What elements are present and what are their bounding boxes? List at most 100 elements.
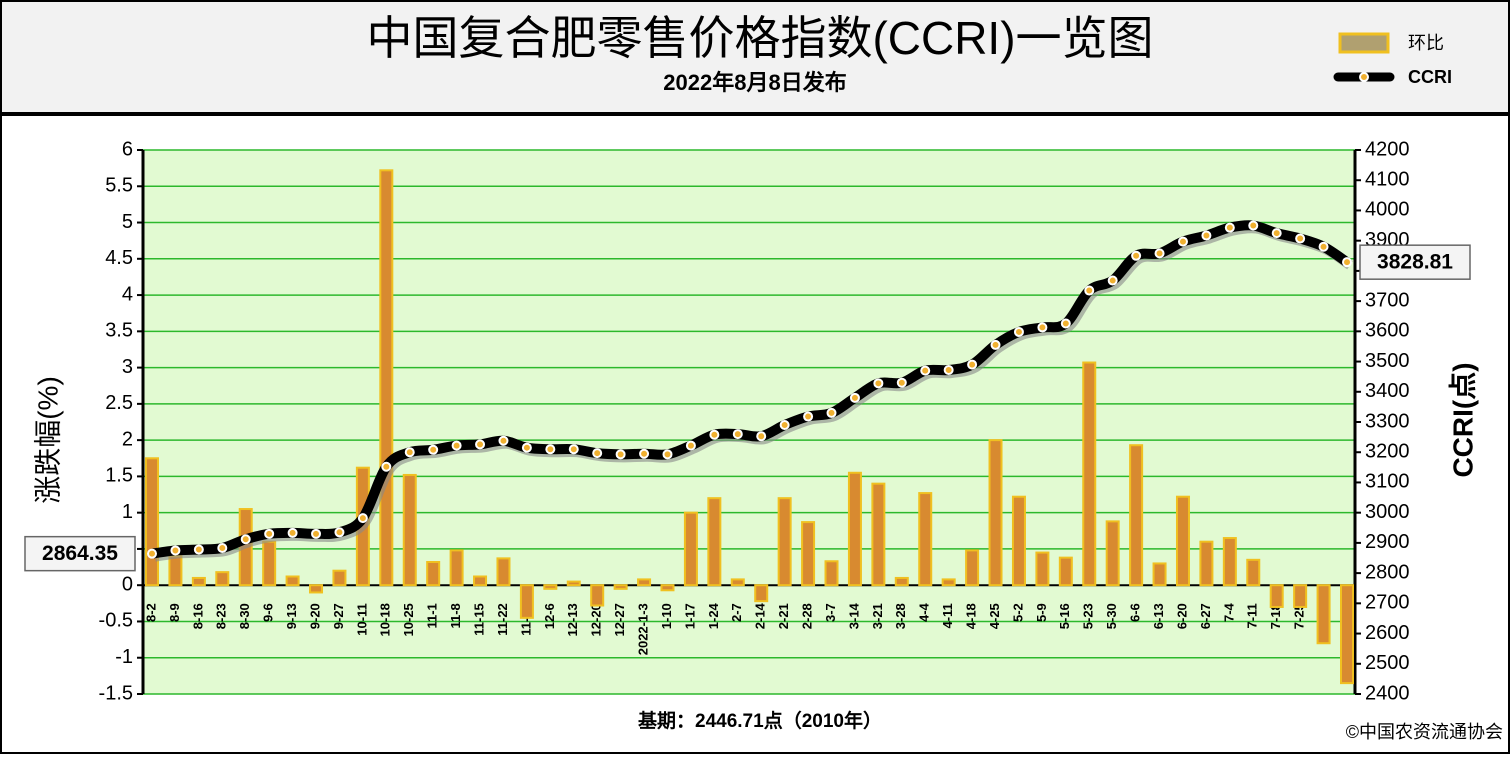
line-point [311, 528, 322, 539]
bar [496, 557, 511, 587]
y-tick-label: 5.5 [105, 175, 133, 197]
x-tick-label: 2022-1-3 [635, 603, 650, 655]
bar [402, 473, 417, 587]
line [151, 220, 1350, 559]
bar [918, 492, 933, 587]
line-point [1201, 230, 1212, 241]
bar [1035, 551, 1050, 587]
x-tick-label: 12-27 [612, 603, 627, 636]
x-tick-label: 9-20 [307, 603, 322, 629]
x-tick-label: 7-11 [1245, 603, 1260, 628]
bar [1316, 584, 1331, 645]
line-point [1342, 257, 1352, 268]
line-point [709, 429, 720, 440]
line-point [475, 439, 486, 450]
line-point [990, 339, 1001, 350]
line-point [1013, 326, 1024, 337]
bar [590, 584, 605, 607]
x-tick-label: 4-4 [917, 602, 932, 622]
x-tick-label: 8-30 [237, 603, 252, 629]
line-point [193, 544, 204, 555]
bar [145, 457, 159, 587]
bar [637, 578, 652, 587]
x-tick-label: 1-17 [682, 603, 697, 629]
line-point [920, 365, 931, 376]
line-point [521, 442, 532, 453]
y2-tick-label: 3200 [1365, 441, 1410, 463]
bar [730, 578, 745, 587]
y-tick-label: 1.5 [105, 465, 133, 487]
y-tick-label: 4 [122, 283, 133, 305]
line-point [803, 411, 814, 422]
bar [1129, 444, 1144, 587]
bar [1175, 495, 1190, 587]
line-point [873, 378, 884, 389]
bar [660, 584, 675, 592]
x-tick-label: 3-14 [846, 602, 861, 629]
x-tick-label: 11-8 [448, 603, 463, 628]
bar [519, 584, 534, 619]
bar [894, 576, 909, 587]
x-tick-label: 7-4 [1221, 602, 1236, 622]
x-tick-label: 9-13 [284, 603, 299, 629]
legend: 环比 CCRI [1333, 32, 1452, 87]
y2-tick-label: 3300 [1365, 410, 1410, 432]
y2-tick-label: 3700 [1365, 289, 1410, 311]
bar [215, 571, 230, 587]
y-axis-label: 涨跌幅(%) [32, 376, 63, 504]
bar [566, 580, 581, 587]
bar [965, 549, 980, 587]
x-tick-label: 1-10 [659, 603, 674, 629]
bar [285, 575, 300, 587]
x-tick-label: 8-2 [143, 603, 158, 622]
bar [1082, 361, 1097, 587]
line-point [240, 534, 251, 545]
bar [1340, 584, 1354, 685]
x-tick-label: 6-13 [1151, 603, 1166, 629]
y-tick-label: 1 [122, 501, 133, 523]
value-label-box [24, 535, 136, 572]
y-tick-label: 5 [122, 211, 133, 233]
bar [473, 575, 488, 587]
bar [1058, 556, 1073, 587]
x-tick-label: 6-6 [1128, 603, 1143, 622]
bar [988, 439, 1003, 587]
y2-tick-label: 2600 [1365, 622, 1410, 644]
bar [754, 584, 769, 603]
line-point [428, 444, 439, 455]
x-tick-label: 1-24 [706, 602, 721, 629]
y2-tick-label: 2900 [1365, 531, 1410, 553]
x-tick-label: 10-11 [354, 603, 369, 636]
x-tick-label: 12-13 [565, 603, 580, 636]
line-point [357, 513, 368, 524]
x-tick-label: 2-14 [753, 602, 768, 629]
y2-tick-label: 4200 [1365, 138, 1410, 160]
y-tick-label: -0.5 [99, 610, 133, 632]
y2-tick-label: 4100 [1365, 169, 1410, 191]
line-point [756, 431, 767, 442]
value-label-box [1359, 244, 1471, 280]
line-point [334, 527, 345, 538]
bar [1199, 540, 1214, 587]
x-tick-label: 11-22 [495, 603, 510, 636]
x-tick-label: 5-23 [1081, 603, 1096, 629]
line-point [779, 420, 790, 431]
bar [426, 560, 441, 587]
x-tick-label: 5-9 [1034, 603, 1049, 622]
y-tick-label: 3.5 [105, 320, 133, 342]
x-tick-label: 4-11 [940, 603, 955, 628]
bar [449, 549, 464, 587]
line-point [1295, 233, 1306, 244]
line-point [826, 407, 837, 418]
line-point [592, 448, 603, 459]
x-tick-label: 3-7 [823, 603, 838, 622]
y2-tick-label: 3600 [1365, 320, 1410, 342]
bar [191, 576, 206, 587]
x-tick-label: 12-6 [542, 603, 557, 629]
bar [683, 511, 698, 587]
line-point [1271, 228, 1282, 239]
bar [871, 482, 886, 587]
line-point [381, 461, 392, 472]
x-tick-label: 7-25 [1292, 603, 1307, 629]
x-tick-label: 6-27 [1198, 603, 1213, 629]
